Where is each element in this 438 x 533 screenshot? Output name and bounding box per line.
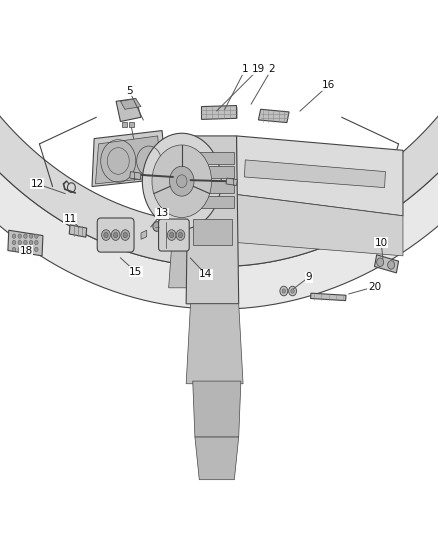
Polygon shape (193, 381, 241, 437)
Circle shape (35, 247, 38, 252)
Polygon shape (129, 122, 134, 127)
Polygon shape (258, 109, 289, 123)
Circle shape (289, 286, 297, 296)
Circle shape (29, 240, 33, 245)
Circle shape (102, 230, 110, 240)
Text: 9: 9 (305, 272, 312, 282)
Circle shape (142, 133, 221, 229)
Polygon shape (69, 225, 87, 237)
Circle shape (291, 289, 294, 293)
FancyBboxPatch shape (97, 218, 134, 252)
Polygon shape (237, 136, 403, 216)
Circle shape (24, 247, 27, 252)
Text: 20: 20 (368, 282, 381, 292)
Text: 12: 12 (31, 179, 44, 189)
Polygon shape (191, 196, 234, 208)
Polygon shape (186, 136, 239, 304)
Polygon shape (8, 230, 43, 256)
Text: 10: 10 (374, 238, 388, 247)
Text: 16: 16 (322, 80, 335, 90)
Circle shape (12, 234, 16, 238)
Circle shape (35, 240, 38, 245)
Polygon shape (122, 122, 127, 127)
Polygon shape (186, 304, 243, 384)
Polygon shape (191, 166, 234, 178)
Circle shape (29, 247, 33, 252)
Circle shape (29, 234, 33, 238)
Text: 14: 14 (199, 270, 212, 279)
Polygon shape (130, 172, 141, 180)
Polygon shape (101, 222, 131, 248)
Text: 19: 19 (252, 64, 265, 74)
Circle shape (113, 232, 118, 238)
Circle shape (280, 286, 288, 296)
Circle shape (167, 230, 176, 240)
Polygon shape (195, 437, 239, 480)
Circle shape (35, 234, 38, 238)
Text: 2: 2 (268, 64, 275, 74)
Circle shape (153, 222, 161, 231)
Polygon shape (311, 293, 346, 301)
Polygon shape (120, 99, 141, 109)
Text: 15: 15 (129, 267, 142, 277)
Text: 1: 1 (242, 64, 249, 74)
Polygon shape (237, 195, 403, 256)
Circle shape (170, 232, 174, 238)
Circle shape (388, 261, 395, 269)
FancyBboxPatch shape (159, 219, 189, 251)
Text: 11: 11 (64, 214, 77, 223)
Polygon shape (201, 106, 237, 119)
Circle shape (18, 234, 21, 238)
Polygon shape (0, 0, 438, 309)
Polygon shape (374, 255, 399, 273)
Polygon shape (116, 99, 141, 122)
Polygon shape (0, 0, 438, 266)
Text: 13: 13 (155, 208, 169, 218)
Polygon shape (141, 230, 147, 239)
Circle shape (18, 240, 21, 245)
Text: 5: 5 (126, 86, 133, 95)
Circle shape (123, 232, 127, 238)
Polygon shape (92, 131, 166, 187)
Text: 18: 18 (20, 246, 33, 255)
Polygon shape (191, 181, 234, 193)
Circle shape (282, 289, 286, 293)
Circle shape (121, 230, 130, 240)
Circle shape (176, 230, 185, 240)
Circle shape (18, 247, 21, 252)
Circle shape (24, 240, 27, 245)
Circle shape (104, 232, 108, 238)
Circle shape (377, 258, 384, 266)
Polygon shape (191, 152, 234, 164)
Circle shape (12, 247, 16, 252)
Polygon shape (193, 219, 232, 245)
Circle shape (111, 230, 120, 240)
Polygon shape (169, 228, 195, 288)
Circle shape (152, 145, 212, 217)
Polygon shape (244, 160, 385, 188)
Circle shape (177, 175, 187, 188)
Circle shape (12, 240, 16, 245)
Circle shape (24, 234, 27, 238)
Circle shape (170, 166, 194, 196)
Polygon shape (95, 136, 161, 184)
Polygon shape (226, 178, 237, 185)
Circle shape (178, 232, 183, 238)
